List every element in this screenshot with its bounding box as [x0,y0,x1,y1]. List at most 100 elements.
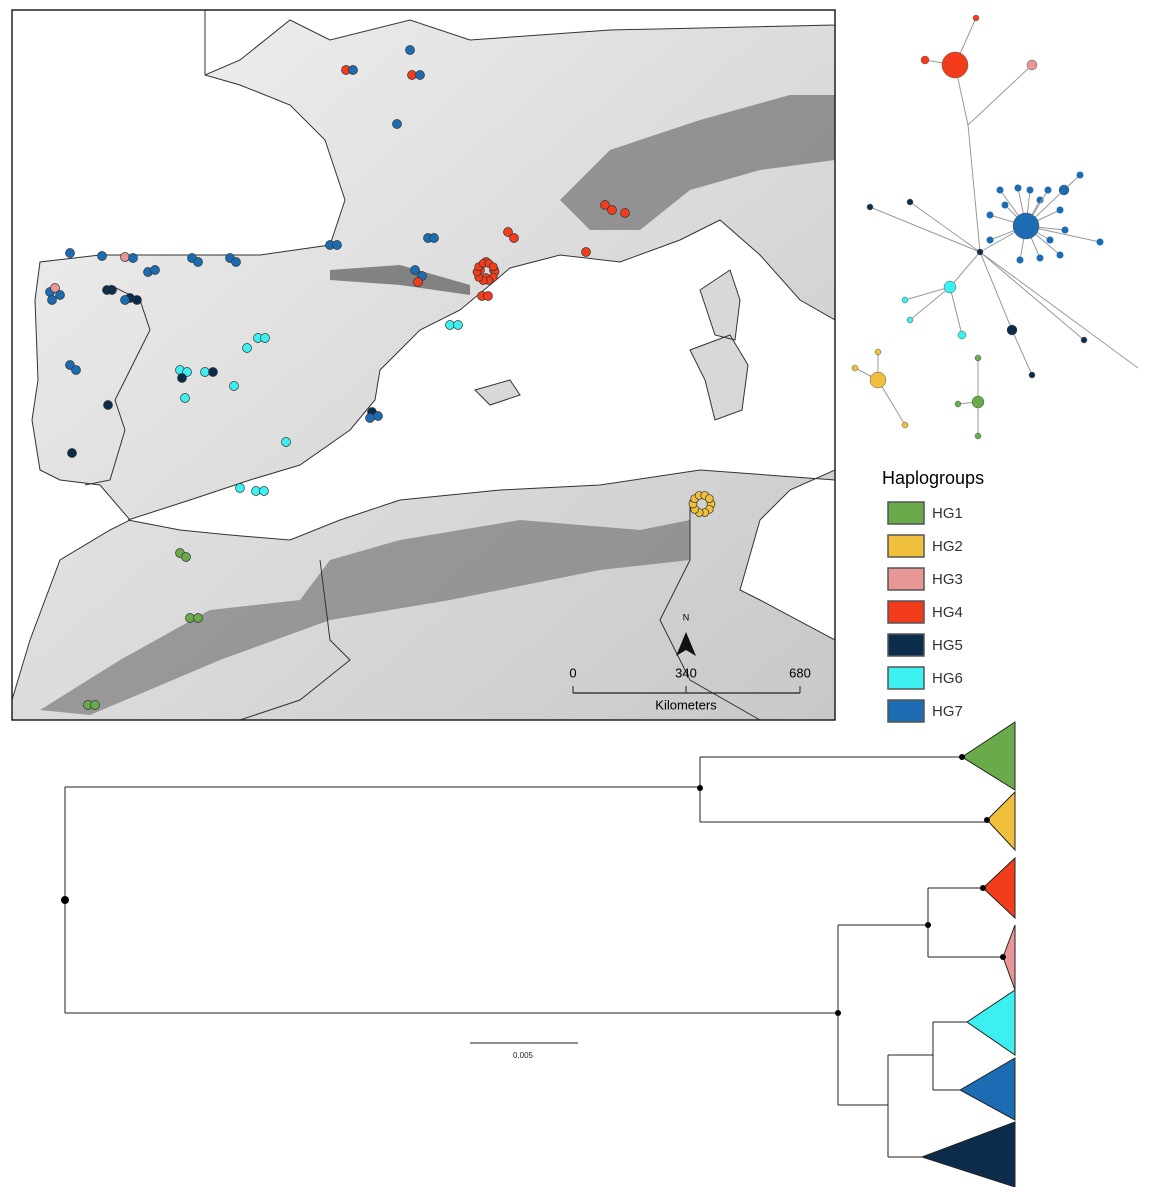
tree-node [925,922,931,928]
legend-label: HG2 [932,538,963,555]
sample-point [454,321,463,330]
phylogenetic-tree: 0.005 [61,722,1015,1187]
sample-point [230,382,239,391]
haplotype [1062,227,1069,234]
sample-point [121,296,130,305]
north-label: N [683,612,690,622]
sample-point [48,296,57,305]
haplotype [852,365,858,371]
haplotype [997,187,1004,194]
figure: N 0 340 680 Kilometers Haplogroups HG1HG… [0,0,1152,1187]
sample-point [104,401,113,410]
map [12,10,835,720]
sample-point [66,249,75,258]
haplotype [907,317,913,323]
sample-point [151,266,160,275]
sample-point [408,71,417,80]
sample-point [209,368,218,377]
haplotype [1002,202,1009,209]
sample-point [705,495,713,503]
network-edge [968,65,1032,125]
haplotype [1015,185,1022,192]
clade-triangle [987,792,1015,850]
haplotype [870,372,886,388]
sample-point [484,292,493,301]
haplotype [1047,237,1054,244]
sample-point [510,234,519,243]
sample-point [374,412,383,421]
haplotype [975,355,981,361]
haplotype [955,401,961,407]
tree-node [984,817,990,823]
haplotype [958,331,966,339]
haplotype [944,281,956,293]
sample-point [416,71,425,80]
network-edge [910,202,980,252]
sample-point [282,438,291,447]
tree-node [1000,954,1006,960]
haplotype [1017,257,1024,264]
sample-point [406,46,415,55]
haplotype [1081,337,1087,343]
sample-point [414,278,423,287]
sample-point [194,614,203,623]
sample-point [98,252,107,261]
sample-point [108,286,117,295]
sample-point [182,553,191,562]
tree-node [959,754,965,760]
tree-node [61,896,69,904]
legend-swatch [888,700,924,722]
scale-label: 340 [675,665,697,680]
haplotype [921,56,929,64]
network-edge [950,252,980,287]
legend-swatch [888,502,924,524]
haplotype [973,15,979,21]
legend-label: HG4 [932,604,963,621]
sample-point [252,487,261,496]
clade-triangle [967,990,1015,1055]
haplotype [972,396,984,408]
haplotype [1045,187,1052,194]
haplotype [1029,372,1035,378]
haplotype [977,249,983,255]
haplotype [902,297,908,303]
clade-triangle [983,858,1015,918]
sample-point [178,374,187,383]
sample-point [243,344,252,353]
sample-point [194,258,203,267]
haplotype [1057,207,1064,214]
haplotype [1059,185,1069,195]
sample-point [430,234,439,243]
sample-point [72,366,81,375]
sample-point [446,321,455,330]
haplotype [987,212,994,219]
haplotype-network [852,15,1138,439]
legend-swatch [888,535,924,557]
legend-label: HG5 [932,637,963,654]
sample-point [366,414,375,423]
sample-point [621,209,630,218]
network-edge [870,207,980,252]
sample-point [91,701,100,710]
haplotype [1037,255,1044,262]
sample-point [608,206,617,215]
haplotype [1057,252,1064,259]
network-edge [968,125,980,252]
legend-swatch [888,601,924,623]
network-edge [980,252,1084,340]
sample-point [393,120,402,129]
network-edge [905,287,950,300]
scale-label: 680 [789,665,811,680]
legend-swatch [888,634,924,656]
legend-label: HG6 [932,670,963,687]
scale-unit: Kilometers [655,697,717,712]
sample-point [261,334,270,343]
haplotype [867,204,873,210]
sample-point [260,487,269,496]
sample-point [181,394,190,403]
legend: Haplogroups HG1HG2HG3HG4HG5HG6HG7 [882,468,984,722]
haplotype [1077,172,1084,179]
sample-point [68,449,77,458]
network-edge [950,287,962,335]
sample-point [582,248,591,257]
